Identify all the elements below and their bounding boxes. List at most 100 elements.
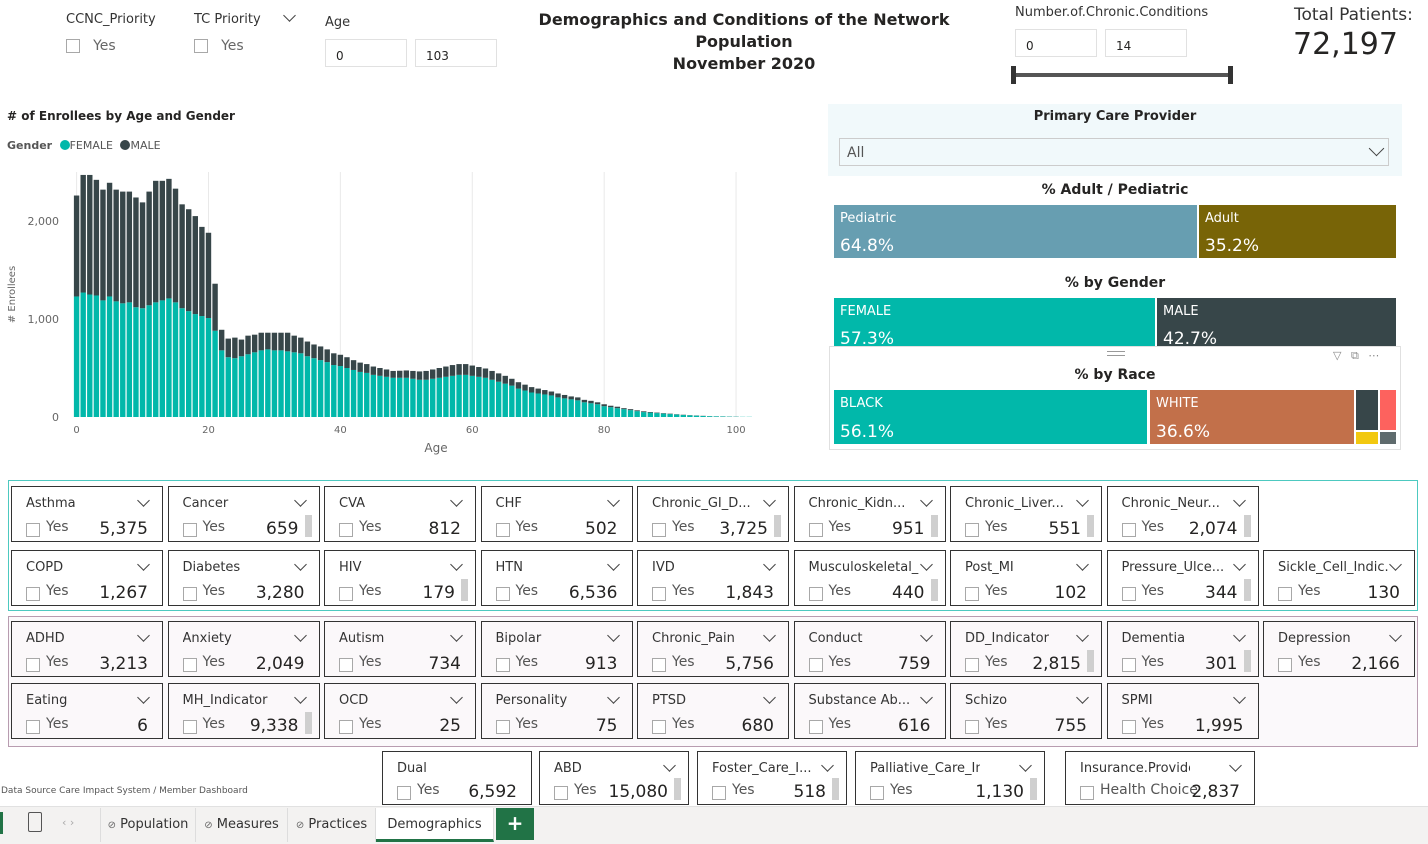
bar-male[interactable]: [284, 332, 291, 352]
bar-female[interactable]: [317, 360, 324, 417]
yes-checkbox[interactable]: [182, 654, 197, 673]
yes-checkbox[interactable]: [1278, 583, 1292, 602]
bar-female[interactable]: [601, 406, 607, 417]
bar-female[interactable]: [232, 358, 238, 417]
behavioral-card[interactable]: MH_Indicator Yes 9,338: [167, 683, 320, 739]
bar-male[interactable]: [324, 349, 330, 363]
chevron-down-icon[interactable]: [137, 558, 150, 571]
yes-checkbox[interactable]: [1121, 654, 1136, 673]
bar-female[interactable]: [199, 316, 205, 417]
chevron-down-icon[interactable]: [1389, 629, 1402, 642]
bar-female[interactable]: [489, 379, 495, 417]
bar-female[interactable]: [350, 369, 357, 417]
bar-female[interactable]: [192, 314, 198, 417]
bar-male[interactable]: [555, 393, 561, 398]
bar-male[interactable]: [390, 370, 396, 378]
physical-card[interactable]: HTN Yes 6,536: [480, 550, 633, 606]
checkbox[interactable]: [712, 785, 726, 800]
chevron-down-icon[interactable]: [293, 494, 307, 507]
chevron-down-icon[interactable]: [1232, 494, 1246, 507]
age-min-input[interactable]: 0: [325, 39, 407, 67]
physical-card[interactable]: HIV Yes 179: [324, 550, 476, 606]
bar-female[interactable]: [713, 416, 719, 417]
bar-female[interactable]: [238, 356, 245, 417]
bar-female[interactable]: [344, 368, 350, 417]
bar-female[interactable]: [218, 350, 225, 417]
bar-male[interactable]: [87, 174, 93, 295]
chevron-down-icon[interactable]: [293, 629, 307, 642]
bar-female[interactable]: [654, 413, 660, 417]
bar-male[interactable]: [614, 406, 621, 409]
bar-male[interactable]: [575, 397, 581, 401]
chronic-slider-min-handle[interactable]: [1011, 66, 1016, 84]
yes-checkbox[interactable]: [652, 519, 666, 538]
checkbox[interactable]: [870, 785, 884, 800]
bar-female[interactable]: [522, 390, 528, 417]
bar-male[interactable]: [212, 283, 218, 331]
bar-female[interactable]: [73, 296, 80, 417]
bar-female[interactable]: [634, 411, 640, 417]
bar-male[interactable]: [317, 346, 324, 361]
yes-checkbox[interactable]: [965, 654, 979, 673]
bar-female[interactable]: [581, 402, 588, 417]
pcp-dropdown[interactable]: All: [839, 138, 1389, 166]
yes-checkbox[interactable]: [965, 519, 979, 538]
yes-checkbox[interactable]: [1278, 654, 1292, 673]
yes-checkbox[interactable]: [870, 782, 884, 801]
bar-male[interactable]: [225, 338, 231, 358]
bar-male[interactable]: [265, 332, 271, 350]
yes-checkbox[interactable]: [182, 519, 197, 538]
tab-practices[interactable]: ⊘ Practices: [288, 808, 376, 842]
bar-female[interactable]: [680, 415, 686, 417]
male-segment[interactable]: MALE 42.7%: [1157, 298, 1396, 351]
physical-card[interactable]: COPD Yes 1,267: [11, 550, 163, 606]
checkbox[interactable]: [808, 719, 823, 734]
yes-checkbox[interactable]: [965, 583, 979, 602]
bar-female[interactable]: [575, 400, 581, 417]
physical-card[interactable]: Chronic_Kidn... Yes 951: [793, 486, 946, 542]
physical-card[interactable]: Chronic_GI_D... Yes 3,725: [637, 486, 789, 542]
bar-female[interactable]: [186, 311, 192, 417]
bar-male[interactable]: [515, 382, 522, 389]
chevron-down-icon[interactable]: [1076, 691, 1089, 704]
bar-male[interactable]: [542, 390, 548, 395]
physical-card[interactable]: Cancer Yes 659: [167, 486, 320, 542]
bar-male[interactable]: [126, 191, 133, 303]
bar-female[interactable]: [568, 399, 574, 417]
bar-female[interactable]: [700, 416, 706, 417]
bar-female[interactable]: [693, 415, 700, 417]
bar-female[interactable]: [436, 377, 442, 417]
chevron-down-icon[interactable]: [919, 629, 933, 642]
bar-male[interactable]: [416, 371, 423, 380]
yes-checkbox[interactable]: [965, 716, 979, 735]
age-max-input[interactable]: 103: [415, 39, 497, 67]
checkbox[interactable]: [1121, 586, 1136, 601]
adult-segment[interactable]: Adult 35.2%: [1199, 205, 1396, 258]
bar-male[interactable]: [588, 400, 594, 404]
bar-female[interactable]: [383, 376, 390, 417]
checkbox[interactable]: [182, 719, 197, 734]
bar-female[interactable]: [284, 351, 291, 417]
bar-male[interactable]: [199, 226, 205, 317]
bar-male[interactable]: [153, 180, 159, 303]
bar-male[interactable]: [146, 191, 152, 306]
chevron-down-icon[interactable]: [606, 629, 620, 642]
bar-male[interactable]: [509, 378, 515, 386]
female-segment[interactable]: FEMALE 57.3%: [834, 298, 1155, 351]
white-segment[interactable]: WHITE 36.6%: [1150, 390, 1354, 444]
bar-male[interactable]: [311, 344, 317, 359]
bar-female[interactable]: [377, 375, 383, 417]
bar-male[interactable]: [80, 174, 86, 293]
tc-chevron-down-icon[interactable]: [283, 9, 296, 22]
checkbox[interactable]: [182, 657, 197, 672]
physical-card[interactable]: Post_MI Yes 102: [950, 550, 1102, 606]
checkbox[interactable]: [965, 719, 979, 734]
bar-female[interactable]: [100, 300, 106, 417]
bar-male[interactable]: [443, 366, 449, 377]
bar-female[interactable]: [674, 414, 680, 417]
physical-card[interactable]: Chronic_Liver... Yes 551: [950, 486, 1102, 542]
chevron-down-icon[interactable]: [450, 629, 463, 642]
bar-male[interactable]: [120, 191, 126, 304]
chronic-min-input[interactable]: 0: [1015, 29, 1097, 57]
chevron-down-icon[interactable]: [1076, 629, 1089, 642]
